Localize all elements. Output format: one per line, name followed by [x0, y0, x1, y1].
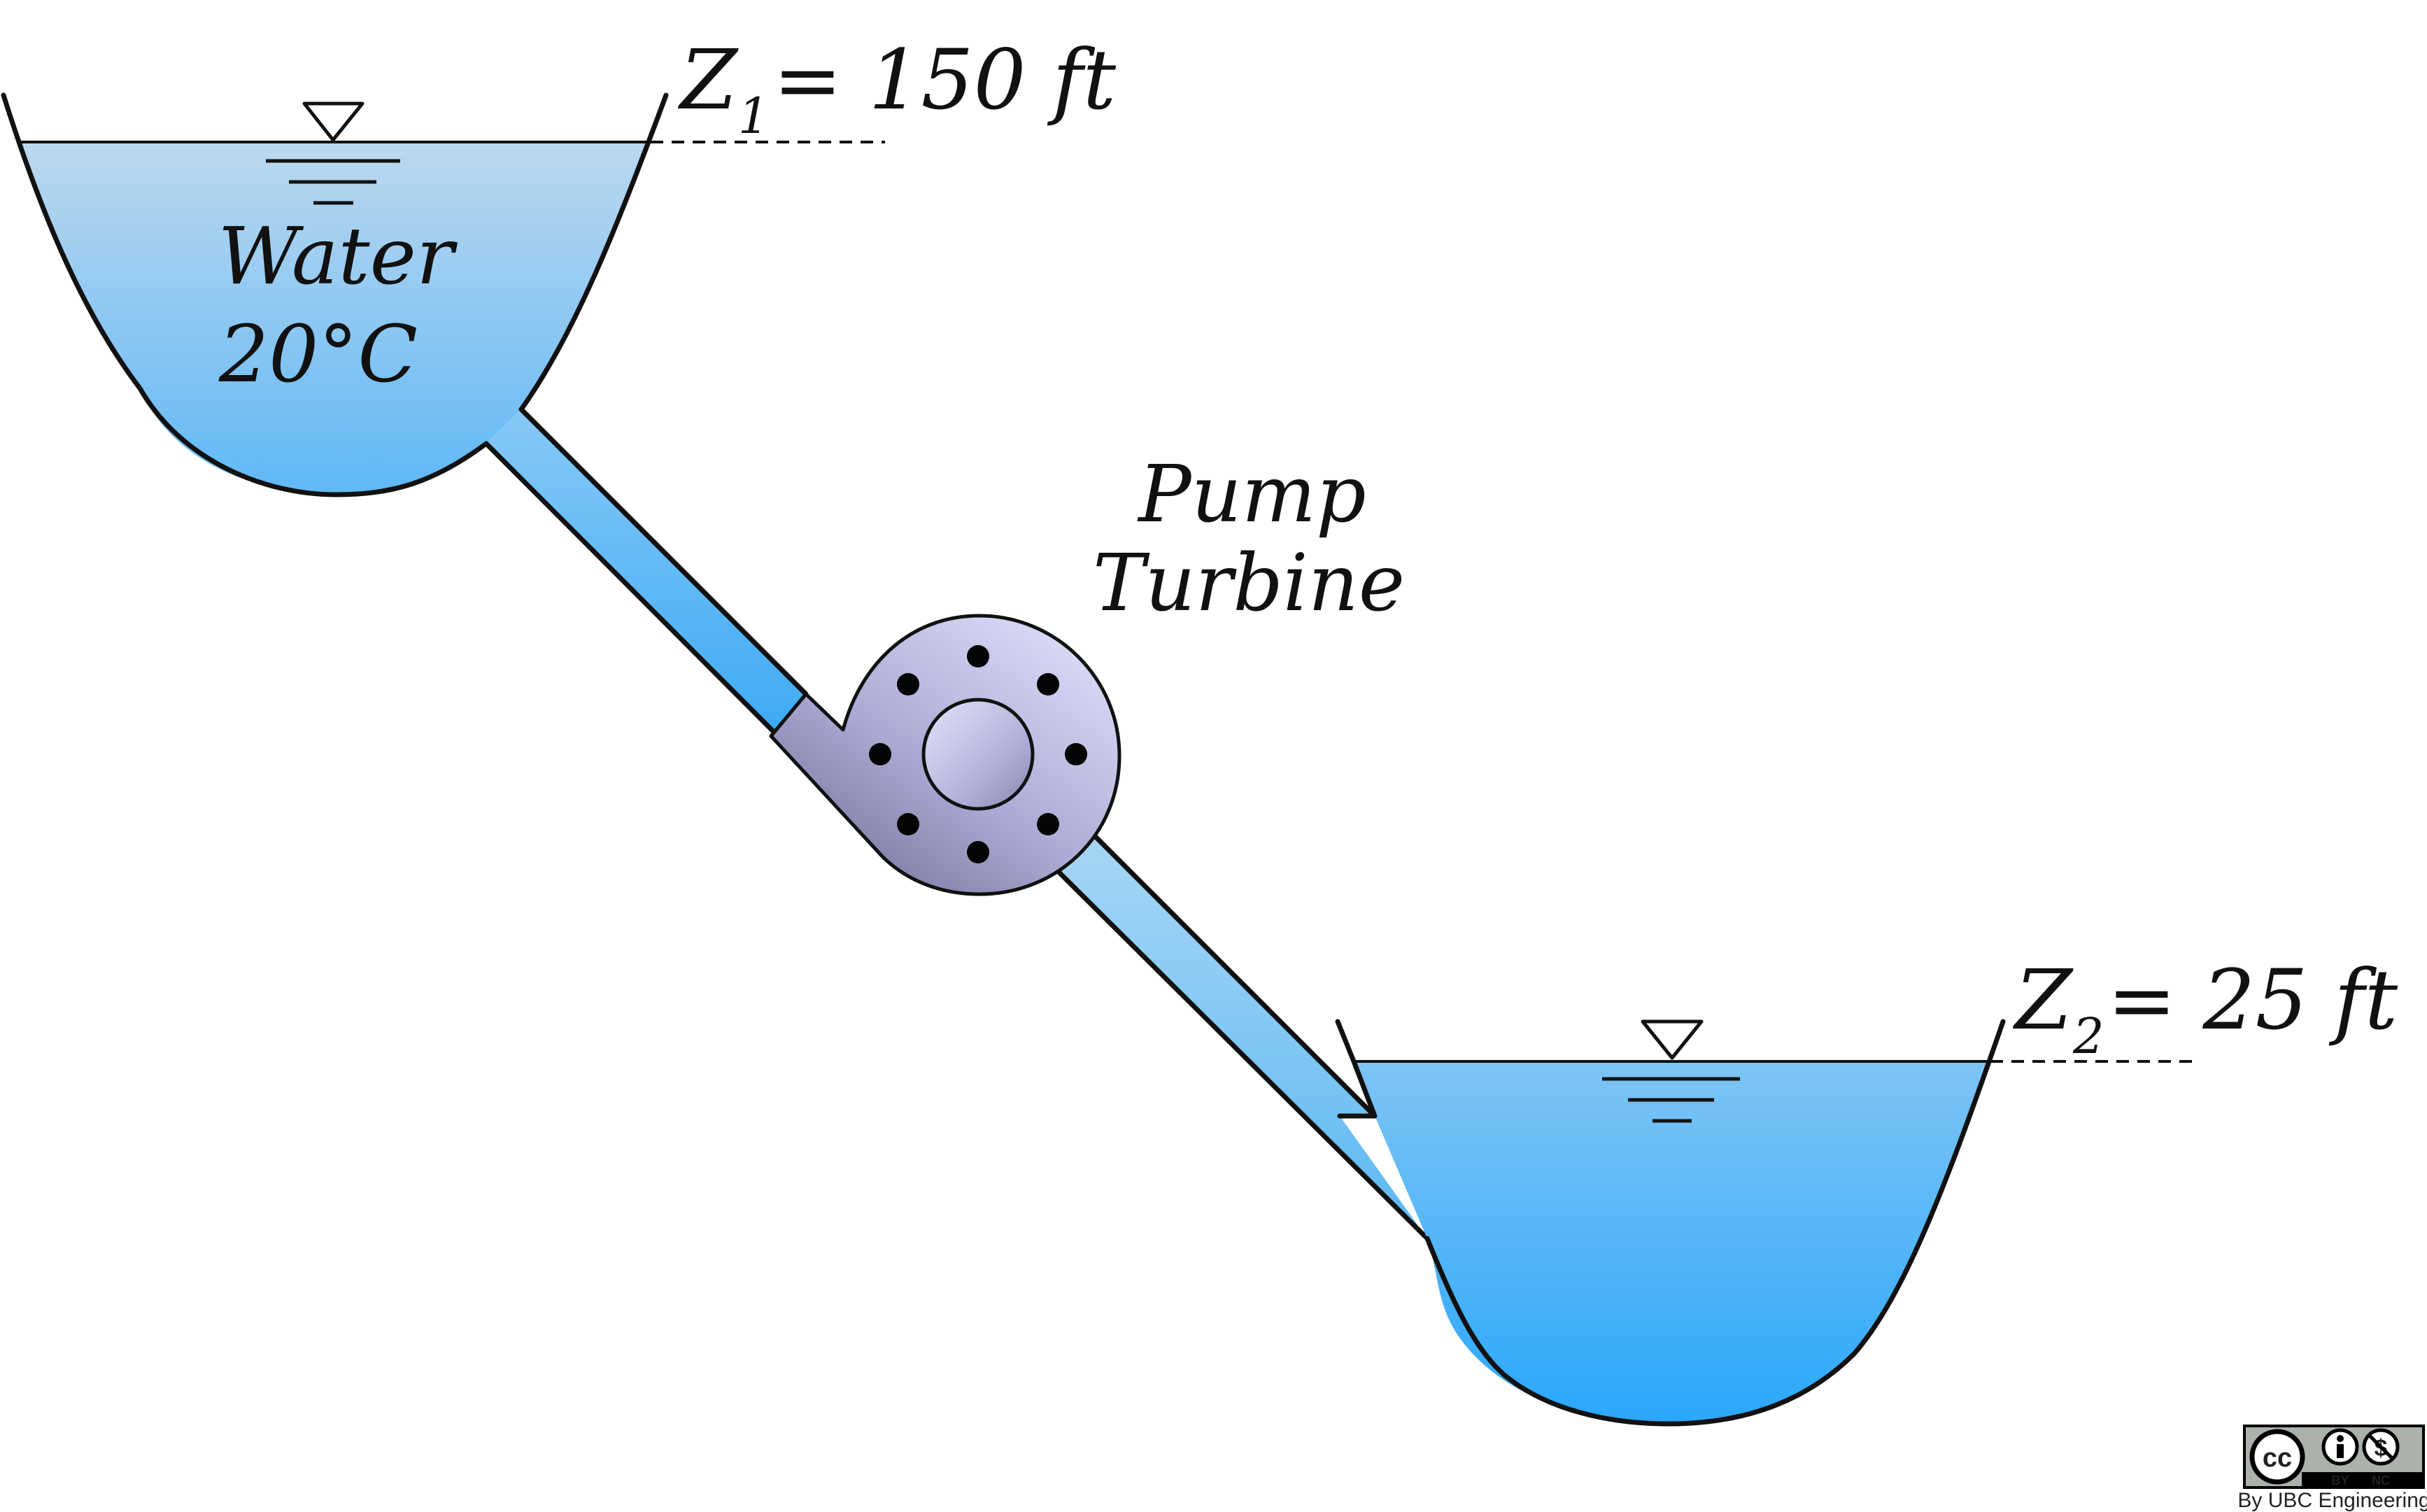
- lower-water: [1354, 1061, 1987, 1424]
- lower-elevation-symbol: Z: [2012, 952, 2074, 1048]
- bolt-icon: [967, 645, 989, 667]
- upper-free-surface-symbol: [266, 101, 400, 205]
- upper-water: [21, 142, 647, 495]
- bolt-icon: [1037, 813, 1059, 835]
- license-credit: By UBC Engineering: [2237, 1489, 2427, 1512]
- inlet-pipe: [483, 407, 809, 737]
- upper-reservoir-wall-right: [518, 92, 669, 412]
- bolt-icon: [897, 673, 919, 695]
- outlet-pipe-body: [1058, 833, 1427, 1238]
- license-by-text: BY: [2331, 1474, 2349, 1488]
- lower-elevation-value: = 25 ft: [2107, 952, 2398, 1048]
- license-badge: cc $ BY NC By UBC Engineering: [2237, 1425, 2427, 1512]
- machine-label-line1: Pump: [1137, 449, 1366, 540]
- pump-turbine: Pump Turbine: [769, 449, 1405, 896]
- bolt-icon: [1065, 743, 1087, 765]
- temperature-label: 20°C: [218, 309, 418, 400]
- cc-icon: [2249, 1429, 2305, 1485]
- inlet-pipe-body: [486, 409, 806, 735]
- bolt-icon: [1037, 673, 1059, 695]
- pump-hub: [921, 698, 1035, 811]
- upper-reservoir: Water 20°C: [1, 92, 885, 497]
- lower-reservoir-wall-left: [1335, 1019, 2006, 1427]
- upper-elevation-label: Z 1 = 150 ft: [677, 31, 1117, 145]
- upper-elevation-subscript: 1: [738, 87, 770, 145]
- free-surface-triangle-icon: [302, 101, 365, 142]
- lower-reservoir: [1335, 1019, 2200, 1427]
- bolt-icon: [897, 813, 919, 835]
- cc-icon-text: cc: [2263, 1443, 2292, 1473]
- lower-elevation-label: Z 2 = 25 ft: [2012, 952, 2398, 1065]
- upper-elevation-value: = 150 ft: [773, 31, 1117, 128]
- lower-elevation-subscript: 2: [2072, 1008, 2104, 1065]
- upper-elevation-symbol: Z: [677, 31, 739, 128]
- lower-free-surface-symbol: [1602, 1019, 1740, 1123]
- machine-label-line2: Turbine: [1093, 538, 1405, 629]
- pump-inlet-flange: [770, 693, 807, 737]
- pump-bolts: [869, 645, 1087, 863]
- upper-reservoir-wall-left: [1, 92, 489, 497]
- license-nc-text: NC: [2372, 1474, 2390, 1488]
- free-surface-triangle-icon: [1641, 1019, 1704, 1060]
- fluid-label: Water: [218, 211, 458, 302]
- bolt-icon: [869, 743, 891, 765]
- bolt-icon: [967, 841, 989, 863]
- outlet-pipe: [1055, 830, 1430, 1241]
